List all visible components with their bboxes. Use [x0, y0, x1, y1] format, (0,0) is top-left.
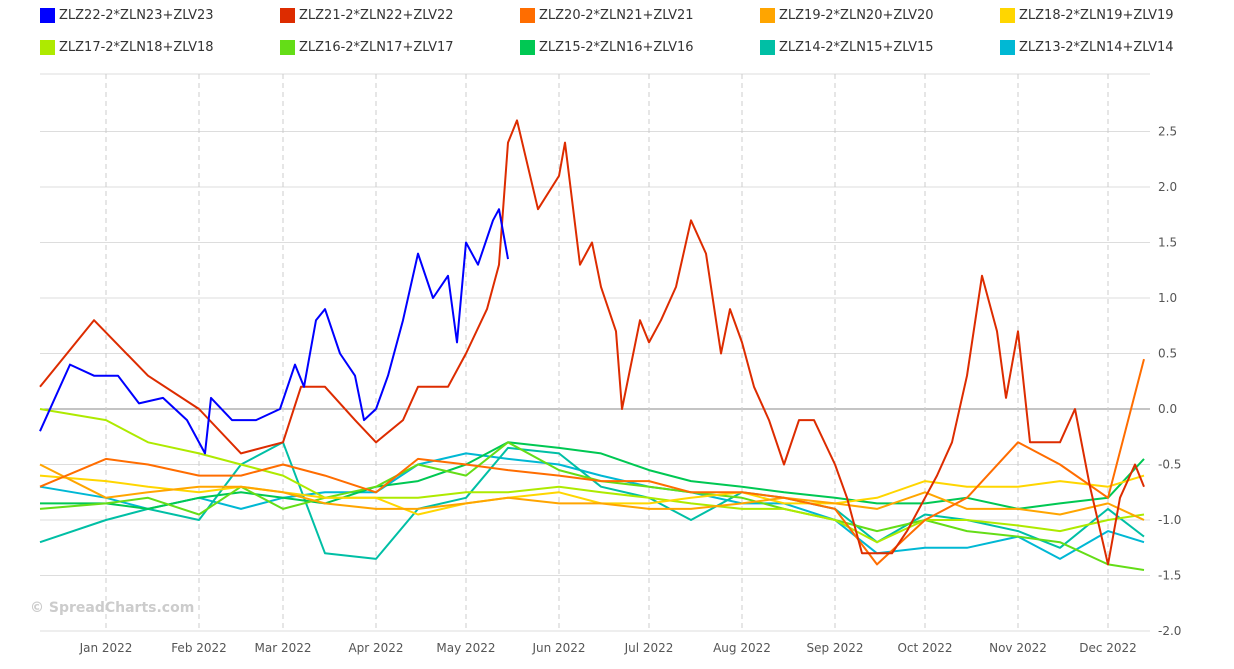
series-line-zlz13-2-zln14-zlv14 — [39, 452, 1145, 560]
legend-item[interactable]: ZLZ16-2*ZLN17+ZLV17 — [280, 40, 454, 55]
legend-swatch — [1000, 8, 1015, 23]
x-tick-label: Jul 2022 — [624, 641, 674, 655]
x-tick-label: Aug 2022 — [713, 641, 771, 655]
legend-label: ZLZ16-2*ZLN17+ZLV17 — [299, 40, 454, 55]
x-tick-label: Jun 2022 — [531, 641, 585, 655]
legend-swatch — [760, 40, 775, 55]
legend-label: ZLZ14-2*ZLN15+ZLV15 — [779, 40, 934, 55]
legend-label: ZLZ13-2*ZLN14+ZLV14 — [1019, 40, 1174, 55]
x-tick-label: Dec 2022 — [1079, 641, 1137, 655]
legend-item[interactable]: ZLZ17-2*ZLN18+ZLV18 — [40, 40, 214, 55]
legend-swatch — [280, 40, 295, 55]
legend-item[interactable]: ZLZ18-2*ZLN19+ZLV19 — [1000, 8, 1174, 23]
legend-item[interactable]: ZLZ13-2*ZLN14+ZLV14 — [1000, 40, 1174, 55]
x-tick-label: Mar 2022 — [255, 641, 312, 655]
legend-label: ZLZ17-2*ZLN18+ZLV18 — [59, 40, 214, 55]
series-line-zlz21-2-zln22-zlv22 — [39, 119, 1145, 566]
series-line-zlz20-2-zln21-zlv21 — [39, 358, 1145, 566]
watermark: © SpreadCharts.com — [30, 600, 195, 616]
legend-swatch — [40, 40, 55, 55]
series-line-zlz16-2-zln17-zlv17 — [39, 441, 1145, 571]
y-tick-label: -2.0 — [1158, 624, 1181, 638]
legend-swatch — [760, 8, 775, 23]
x-tick-label: Apr 2022 — [348, 641, 403, 655]
legend-swatch — [280, 8, 295, 23]
legend-swatch — [40, 8, 55, 23]
x-tick-label: Feb 2022 — [171, 641, 227, 655]
y-tick-label: -1.5 — [1158, 569, 1181, 583]
x-tick-label: Oct 2022 — [897, 641, 952, 655]
x-tick-label: May 2022 — [436, 641, 495, 655]
y-tick-label: 1.0 — [1158, 291, 1177, 305]
legend-item[interactable]: ZLZ14-2*ZLN15+ZLV15 — [760, 40, 934, 55]
legend-label: ZLZ19-2*ZLN20+ZLV20 — [779, 8, 934, 23]
series-line-zlz17-2-zln18-zlv18 — [39, 408, 1145, 544]
y-tick-label: -1.0 — [1158, 513, 1181, 527]
legend-label: ZLZ20-2*ZLN21+ZLV21 — [539, 8, 694, 23]
x-tick-label: Sep 2022 — [807, 641, 864, 655]
y-tick-label: -0.5 — [1158, 458, 1181, 472]
legend-item[interactable]: ZLZ20-2*ZLN21+ZLV21 — [520, 8, 694, 23]
x-tick-label: Jan 2022 — [79, 641, 133, 655]
legend-swatch — [1000, 40, 1015, 55]
y-tick-label: 1.5 — [1158, 236, 1177, 250]
series-line-zlz22-2-zln23-zlv23 — [39, 208, 509, 455]
y-tick-label: 0.0 — [1158, 402, 1177, 416]
legend-item[interactable]: ZLZ19-2*ZLN20+ZLV20 — [760, 8, 934, 23]
legend-label: ZLZ22-2*ZLN23+ZLV23 — [59, 8, 214, 23]
y-tick-label: 2.5 — [1158, 125, 1177, 139]
legend-swatch — [520, 8, 535, 23]
legend-item[interactable]: ZLZ22-2*ZLN23+ZLV23 — [40, 8, 214, 23]
legend-label: ZLZ21-2*ZLN22+ZLV22 — [299, 8, 454, 23]
legend-item[interactable]: ZLZ21-2*ZLN22+ZLV22 — [280, 8, 454, 23]
x-tick-label: Nov 2022 — [989, 641, 1047, 655]
y-tick-label: 0.5 — [1158, 347, 1177, 361]
legend-label: ZLZ18-2*ZLN19+ZLV19 — [1019, 8, 1174, 23]
y-tick-label: 2.0 — [1158, 180, 1177, 194]
legend-item[interactable]: ZLZ15-2*ZLN16+ZLV16 — [520, 40, 694, 55]
series-line-zlz19-2-zln20-zlv20 — [39, 463, 1145, 521]
legend-swatch — [520, 40, 535, 55]
legend-label: ZLZ15-2*ZLN16+ZLV16 — [539, 40, 694, 55]
